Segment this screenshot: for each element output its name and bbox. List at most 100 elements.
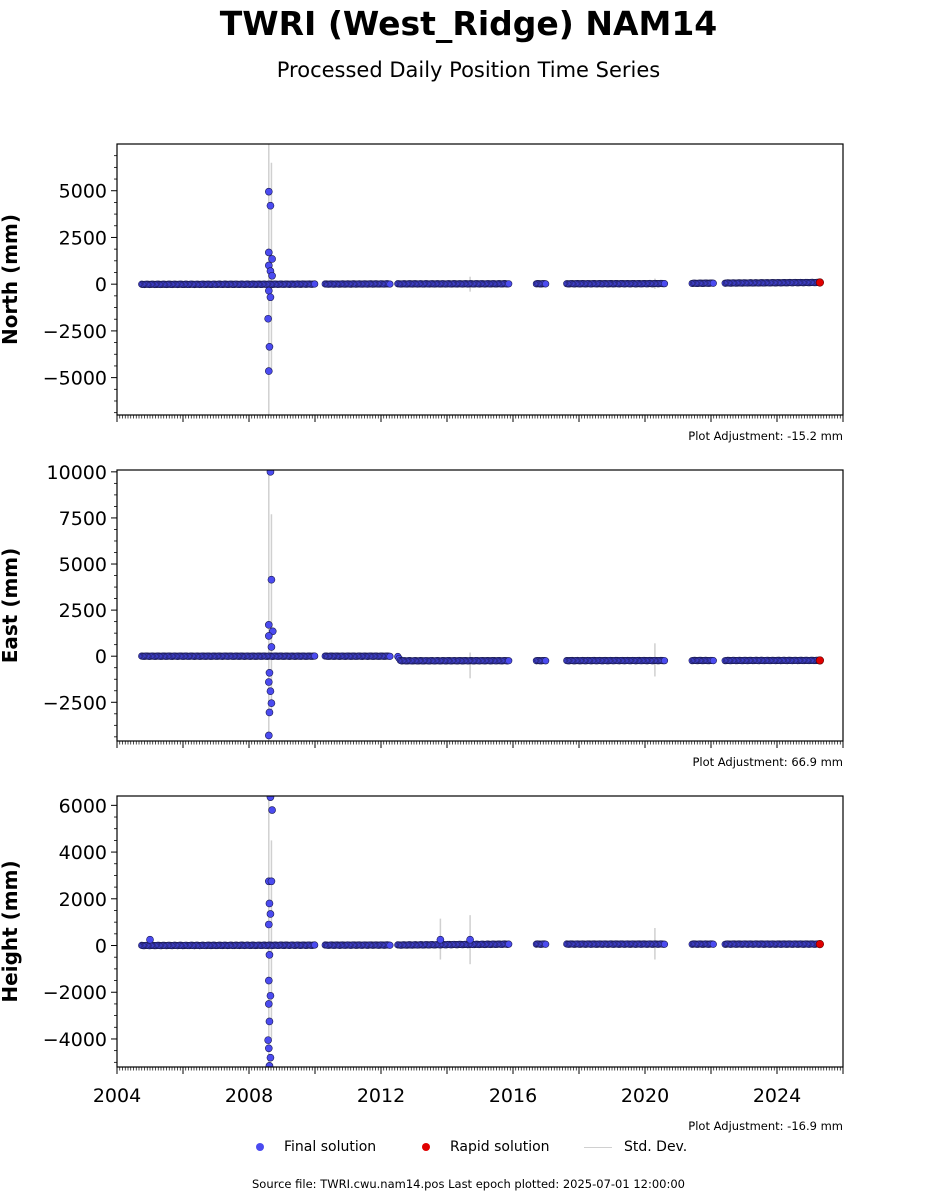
legend-rapid: Rapid solution <box>422 1136 550 1158</box>
final-solution-point <box>264 976 273 985</box>
final-solution-point <box>660 280 669 288</box>
legend-stddev-label: Std. Dev. <box>624 1139 688 1155</box>
final-solution-point <box>311 652 319 660</box>
legend-stddev: Std. Dev. <box>584 1136 687 1158</box>
final-solution-point <box>266 687 275 696</box>
final-solution-point <box>709 940 717 948</box>
std-dev-line-marker <box>584 1146 612 1148</box>
plot-area <box>138 796 825 1067</box>
y-tick-label: 4000 <box>59 842 107 864</box>
final-solution-point <box>542 940 550 948</box>
final-solution-point <box>386 280 394 288</box>
panel-height: −4000 −2000 0 2000 4000 6000 2004 2008 2012 2016 2… <box>0 795 844 1133</box>
x-tick-label: 2016 <box>489 1085 537 1107</box>
final-solution-point <box>386 941 394 949</box>
final-solution-point <box>266 470 275 476</box>
final-solution-point <box>264 187 273 196</box>
y-tick-label: −5000 <box>43 368 107 390</box>
final-solution-point <box>267 643 276 651</box>
y-tick-label: 7500 <box>59 508 107 530</box>
plot-area <box>138 144 825 415</box>
final-solution-point <box>265 951 274 959</box>
final-solution-point <box>386 652 394 660</box>
final-solution-point <box>505 657 513 665</box>
y-tick-label: −2500 <box>43 321 107 343</box>
panel-east: −2500 0 2500 5000 7500 10000 East (mm) Plot Adj… <box>0 462 844 769</box>
y-axis-label: East (mm) <box>0 548 22 664</box>
legend-final-label: Final solution <box>284 1139 377 1155</box>
final-solution-point <box>264 248 273 257</box>
legend-final: Final solution <box>256 1136 376 1158</box>
plot-frame <box>116 469 844 742</box>
legend: Final solution Rapid solution Std. Dev. <box>0 1136 937 1160</box>
final-solution-point <box>266 201 275 210</box>
final-solution-point <box>265 342 274 351</box>
final-solution-point <box>266 991 275 1000</box>
x-tick-label: 2004 <box>93 1085 141 1107</box>
source-footer: Source file: TWRI.cwu.nam14.pos Last epo… <box>252 1177 685 1191</box>
final-solution-point <box>660 940 669 948</box>
final-solution-point <box>542 280 550 288</box>
y-tick-label: 0 <box>95 646 107 668</box>
y-tick-label: 5000 <box>59 554 107 576</box>
y-tick-label: 10000 <box>47 462 107 484</box>
final-solution-point <box>264 731 273 740</box>
y-tick-label: −2000 <box>43 982 107 1004</box>
final-solution-point <box>267 877 276 886</box>
final-solution-point <box>266 910 275 918</box>
final-solution-point <box>505 280 513 288</box>
final-solution-point <box>267 575 276 584</box>
final-solution-point <box>265 1062 274 1067</box>
x-tick-label: 2008 <box>225 1085 273 1107</box>
y-tick-label: 2000 <box>59 889 107 911</box>
y-tick-label: 2500 <box>59 227 107 249</box>
rapid-solution-marker <box>422 1143 430 1151</box>
y-tick-label: 5000 <box>59 181 107 203</box>
y-tick-label: 6000 <box>59 795 107 817</box>
rapid-solution-point <box>815 656 825 665</box>
final-solution-point <box>264 1044 273 1053</box>
final-solution-point <box>311 280 319 288</box>
final-solution-point <box>265 708 274 717</box>
final-solution-point <box>265 899 274 908</box>
final-solution-point <box>466 935 474 944</box>
rapid-solution-point <box>815 278 825 287</box>
final-solution-point <box>265 1017 274 1026</box>
final-solution-point <box>709 657 717 665</box>
final-solution-point <box>264 678 273 686</box>
x-tick-label: 2024 <box>753 1085 801 1107</box>
final-solution-marker <box>256 1143 264 1151</box>
chart-subtitle: Processed Daily Position Time Series <box>276 58 661 82</box>
x-tick-label: 2012 <box>357 1085 405 1107</box>
final-solution-point <box>542 657 550 665</box>
final-solution-point <box>264 632 273 640</box>
final-solution-point <box>436 935 445 944</box>
y-tick-label: 0 <box>95 274 107 296</box>
y-axis-label: North (mm) <box>0 214 22 345</box>
final-solution-point <box>266 1053 275 1062</box>
final-solution-point <box>709 279 717 287</box>
final-solution-point <box>266 796 275 801</box>
chart-title: TWRI (West_Ridge) NAM14 <box>219 4 718 43</box>
final-solution-point <box>264 1000 273 1008</box>
final-solution-point <box>146 935 154 944</box>
y-tick-label: −4000 <box>43 1029 107 1051</box>
final-solution-point <box>264 286 273 295</box>
y-axis-label: Height (mm) <box>0 860 22 1002</box>
final-solution-point <box>264 920 273 929</box>
plot-adjustment-note: Plot Adjustment: 66.9 mm <box>692 755 843 769</box>
final-solution-point <box>660 657 669 665</box>
legend-rapid-label: Rapid solution <box>450 1139 550 1155</box>
final-solution-point <box>268 806 276 814</box>
final-solution-point <box>264 621 273 629</box>
x-tick-label: 2020 <box>621 1085 669 1107</box>
final-solution-point <box>505 940 513 948</box>
final-solution-point <box>264 367 273 375</box>
final-solution-point <box>267 699 276 708</box>
final-solution-point <box>264 1036 272 1044</box>
panel-north: −5000 −2500 0 2500 5000 North (mm) Plot Adjust… <box>0 143 844 443</box>
y-tick-label: 2500 <box>59 600 107 622</box>
final-solution-point <box>311 941 319 949</box>
final-solution-point <box>268 271 276 280</box>
